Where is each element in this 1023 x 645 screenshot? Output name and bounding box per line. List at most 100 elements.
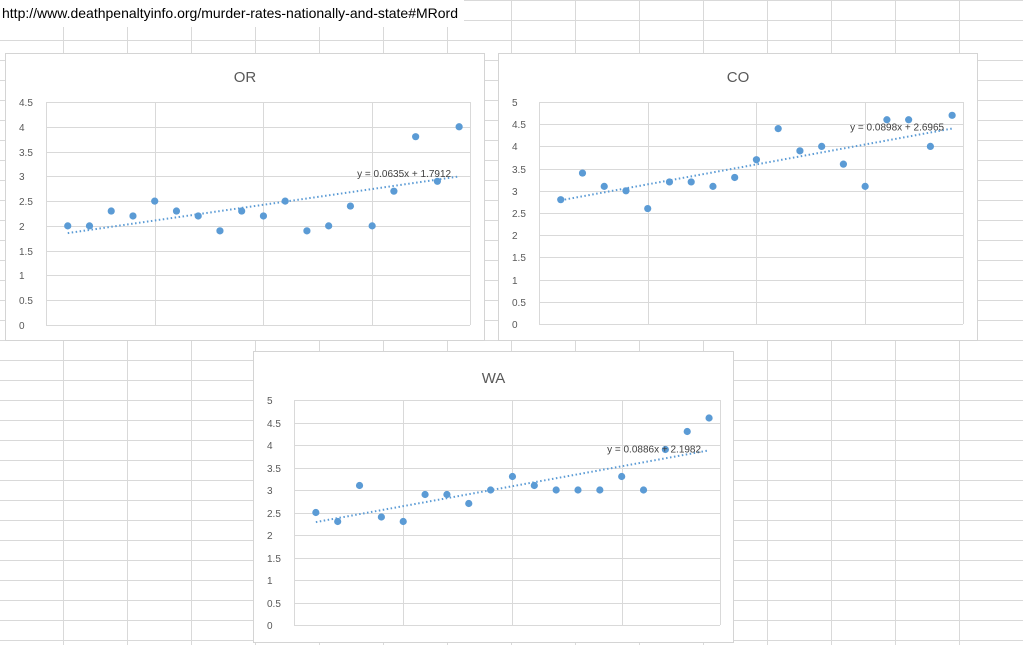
y-tick-label: 0.5 [512,298,526,309]
data-point [216,227,224,235]
data-point [334,517,342,526]
data-point [368,222,376,230]
y-tick-label: 5 [512,98,518,109]
data-point [731,173,739,182]
data-point [578,169,587,177]
data-point [687,178,695,186]
chart-wa[interactable]: WA 0 0.5 1 1.5 2 2.5 3 3.5 4 4.5 5 y = 0.0886x + 2.1… [253,351,734,643]
data-point [346,202,355,210]
data-point [421,490,429,499]
data-point [644,204,652,213]
data-point [557,196,565,204]
data-point [665,178,674,186]
y-tick-label: 1 [19,271,25,282]
data-point [487,486,495,494]
y-tick-label: 4.5 [267,419,281,430]
y-tick-label: 4 [512,142,518,153]
data-point [325,222,333,230]
y-tick-label: 5 [267,396,273,407]
y-tick-label: 0 [19,321,25,332]
y-tick-label: 1.5 [19,247,33,258]
chart-title: OR [234,69,257,86]
y-tick-label: 2.5 [512,209,526,220]
y-tick-label: 1.5 [512,253,526,264]
data-point [574,486,582,494]
data-point [618,472,626,481]
data-point [818,142,826,150]
y-tick-label: 1 [512,276,518,287]
data-point [905,116,913,124]
y-tick-label: 3.5 [267,464,281,475]
y-tick-label: 2 [19,222,25,233]
data-point [64,222,72,230]
data-point [355,481,364,490]
data-point [303,227,311,235]
data-point [312,508,320,517]
y-tick-label: 2 [512,231,518,242]
y-tick-label: 2.5 [267,509,281,520]
y-tick-label: 3.5 [19,148,33,159]
data-point [455,123,463,131]
y-tick-label: 4 [267,441,273,452]
chart-wa-svg: WA 0 0.5 1 1.5 2 2.5 3 3.5 4 4.5 5 y = 0.0886x + 2.1… [267,370,721,632]
data-point [596,486,604,494]
trendline [315,449,710,524]
data-point [508,472,517,481]
data-point [259,212,268,220]
y-tick-label: 4 [19,123,25,134]
data-point [661,445,669,454]
chart-or-svg: OR 0 0.5 1 1.5 2 2.5 3 3.5 4 4.5 y = 0.0635x + 1.79… [19,69,471,332]
data-point [683,427,691,436]
data-point [709,182,717,190]
data-point [151,197,159,205]
data-point [705,414,713,422]
y-tick-label: 0 [512,320,518,331]
y-tick-label: 3 [267,486,273,497]
y-tick-label: 0.5 [19,296,33,307]
trendline-equation-label: y = 0.0635x + 1.7912 [357,169,451,180]
data-point [752,156,761,164]
data-point [433,177,441,185]
data-point [796,147,804,155]
data-point [465,499,473,508]
data-point [238,207,246,215]
data-point [390,187,398,195]
data-point [281,197,289,205]
data-point [194,212,202,220]
data-point [399,517,407,526]
data-point [412,133,420,141]
chart-co[interactable]: CO 0 0.5 1 1.5 2 2.5 3 3.5 4 4.5 5 y = 0.0898x + 2.6… [498,53,978,341]
data-point [600,182,608,190]
y-tick-label: 0 [267,621,273,632]
data-point [774,125,782,133]
chart-or[interactable]: OR 0 0.5 1 1.5 2 2.5 3 3.5 4 4.5 y = 0.0635x + 1.79… [5,53,485,341]
data-point [172,207,181,215]
y-tick-label: 2 [267,531,273,542]
trendline-equation-label: y = 0.0898x + 2.6965 [850,123,944,134]
data-point [639,486,648,494]
data-point [883,116,891,124]
y-tick-label: 2.5 [19,197,33,208]
data-point [129,212,137,220]
data-point [552,486,560,494]
y-tick-label: 0.5 [267,599,281,610]
y-tick-label: 1.5 [267,554,281,565]
y-tick-label: 4.5 [512,120,526,131]
data-point [839,160,848,168]
y-tick-label: 4.5 [19,98,33,109]
chart-co-svg: CO 0 0.5 1 1.5 2 2.5 3 3.5 4 4.5 5 y = 0.0898x + 2.6… [512,69,964,331]
trendline-equation-label: y = 0.0886x + 2.1982 [607,444,701,455]
y-tick-label: 3 [19,172,25,183]
y-tick-label: 1 [267,576,273,587]
data-point [377,513,385,521]
y-tick-label: 3 [512,187,518,198]
data-point [948,111,956,119]
data-point [926,142,934,150]
data-point [622,187,630,195]
data-point [85,222,94,230]
chart-title: WA [482,370,506,387]
url-cell[interactable]: http://www.deathpenaltyinfo.org/murder-r… [0,0,465,27]
data-point [530,481,538,490]
y-tick-label: 3.5 [512,165,526,176]
chart-title: CO [727,69,750,86]
